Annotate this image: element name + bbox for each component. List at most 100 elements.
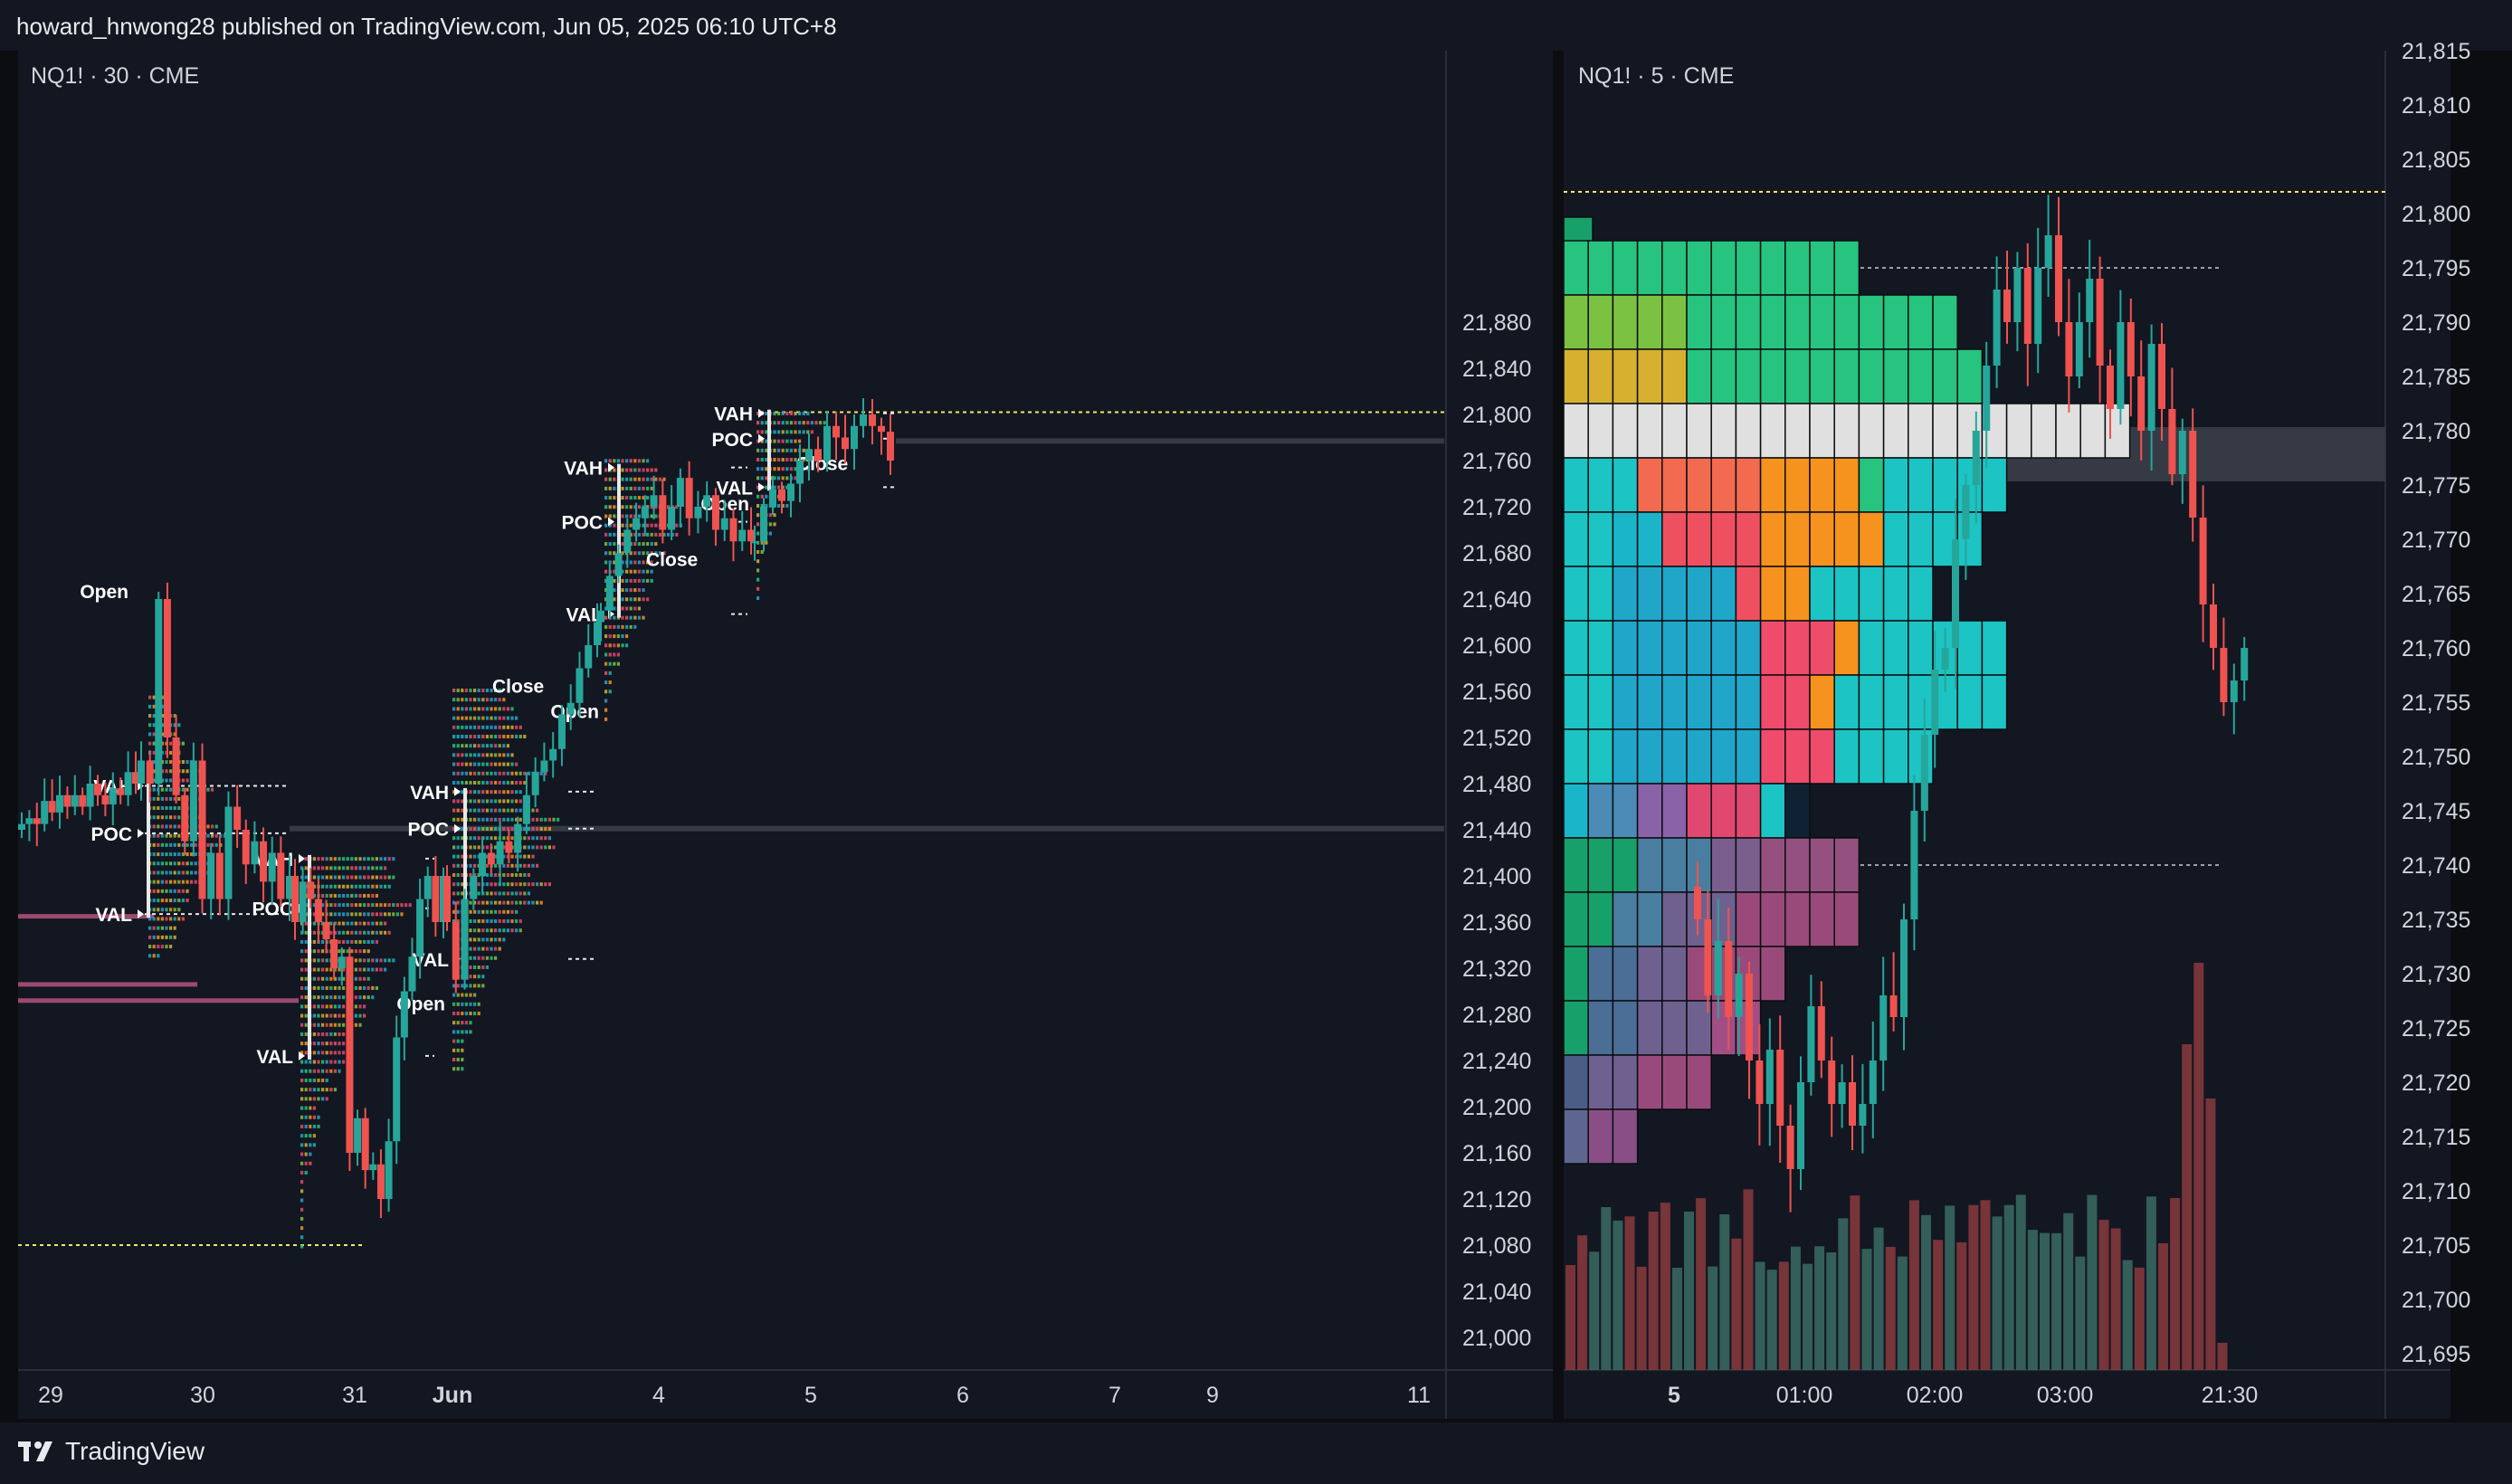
chart1-profile-dot: [354, 875, 357, 880]
chart1-profile-dot: [333, 921, 337, 926]
chart1-profile-dot: [756, 596, 760, 600]
chart1-profile-dot: [452, 993, 456, 997]
chart1-profile-dot: [354, 930, 357, 935]
chart1-profile-jun3: [452, 689, 560, 1071]
chart1-profile-dot: [395, 903, 399, 908]
chart1-profile-dot: [494, 891, 498, 896]
chart2-profile-cell: [1612, 1054, 1639, 1110]
chart1-profile-dot: [481, 808, 485, 813]
chart1-profile-dot: [312, 1069, 316, 1073]
chart2-profile-cell: [1587, 1000, 1614, 1056]
published-caption: howard_hnwong28 published on TradingView…: [16, 13, 837, 40]
chart1-profile-dot: [384, 866, 387, 870]
chart1-y-tick: 21,280: [1462, 1003, 1531, 1028]
chart1-profile-dot: [160, 704, 164, 709]
chart1-profile-dot: [477, 744, 481, 748]
chart2-candle-body: [1817, 1006, 1825, 1061]
chart1-profile-dot: [304, 1170, 308, 1175]
chart1-profile-dot: [519, 725, 522, 729]
chart1-profile-dot: [781, 430, 785, 434]
chart1-profile-dot: [477, 900, 481, 905]
chart1-profile-dot: [304, 1134, 308, 1138]
chart1-profile-dot: [169, 741, 173, 746]
chart1-profile-dot: [469, 716, 472, 720]
chart2-profile-cell: [1612, 403, 1639, 459]
chart1-profile-dot: [173, 889, 176, 893]
chart2-volume-bar: [1908, 1200, 1919, 1370]
chart1-profile-dot: [604, 597, 608, 602]
chart1-profile-dot: [300, 1134, 304, 1138]
chart1-profile-dot: [312, 893, 316, 898]
chart1-profile-dot: [547, 845, 551, 850]
chart2-candle-body: [1889, 995, 1898, 1017]
chart1-profile-dot: [152, 899, 156, 903]
chart1-profile-dot: [371, 967, 375, 972]
chart1-profile-dot: [338, 1023, 341, 1027]
chart2-profile-cell: [1981, 674, 2008, 730]
chart1-profile-dot: [773, 467, 776, 471]
chart1-profile-dot: [461, 689, 464, 692]
chart1-profile-dot: [456, 1002, 460, 1006]
chart1-profile-dot: [354, 958, 357, 963]
chart1-profile-dot: [785, 439, 789, 443]
chart1-profile-dot: [186, 760, 189, 765]
chart1-candle-body: [668, 507, 676, 530]
chart1-profile-dot: [494, 919, 498, 923]
chart1-profile-dot: [342, 967, 346, 972]
chart1-profile-dot: [768, 522, 772, 527]
chart1-profile-dot: [366, 930, 370, 935]
chart1-profile-dot: [473, 937, 477, 942]
chart1-candle-body: [268, 852, 276, 882]
chart1-profile-dot: [300, 921, 304, 926]
chart1-profile-dot: [342, 912, 346, 917]
chart2-profile-cell: [1784, 294, 1811, 350]
chart2-y-tick: 21,800: [2402, 202, 2470, 227]
chart1-profile-dot: [485, 863, 489, 868]
chart2-candle-body: [2168, 409, 2176, 474]
chart2-profile-cell: [1833, 566, 1860, 622]
chart1-profile-dot: [608, 532, 612, 537]
chart1-candle-body: [181, 794, 189, 842]
chart1-profile-dot: [304, 976, 308, 981]
chart1-profile-dot: [452, 891, 456, 896]
chart2-volume-bar: [2003, 1204, 2014, 1370]
chart1-profile-dot: [789, 412, 793, 415]
chart1-profile-dot: [621, 542, 624, 547]
chart1-profile-dot: [481, 984, 485, 988]
chart1-profile-dot: [477, 882, 481, 887]
chart1-profile-dot: [452, 882, 456, 887]
chart1-profile-dot: [338, 939, 341, 944]
chart1-profile-dot: [186, 787, 189, 792]
chart1-profile-dot: [473, 799, 477, 804]
chart2-profile-cell: [1858, 620, 1885, 676]
chart1-profile-dot: [317, 1115, 320, 1119]
chart1-profile-dot: [157, 796, 160, 801]
chart2-volume-bar: [1708, 1266, 1718, 1370]
chart1-candle-body: [531, 772, 539, 795]
chart1-profile-dot: [765, 439, 768, 443]
chart1-val-label: VAL: [717, 478, 754, 499]
chart1-profile-dot: [523, 836, 527, 841]
chart1-profile-dot: [637, 578, 641, 583]
chart1-profile-dot: [325, 884, 328, 889]
chart1-candle-body: [33, 818, 41, 824]
chart1-profile-dot: [452, 836, 456, 841]
tradingview-logo[interactable]: TradingView: [18, 1437, 205, 1466]
chart1-profile-dot: [642, 560, 645, 565]
chart1-profile-dot: [456, 707, 460, 711]
chart1-profile-dot: [494, 716, 498, 720]
chart1-profile-dot: [633, 569, 637, 574]
chart1-profile-dot: [756, 412, 760, 415]
chart1-candle-body: [346, 956, 354, 1153]
chart1-profile-dot: [629, 459, 633, 463]
chart1-profile-dot: [464, 725, 468, 729]
chart1-profile-dot: [152, 889, 156, 893]
chart1-profile-dot: [498, 781, 501, 785]
chart1-profile-dot: [354, 995, 357, 1000]
chart1-profile-dot: [165, 880, 168, 884]
chart1-profile-dot: [160, 778, 164, 783]
chart1-profile-dot: [300, 1023, 304, 1027]
chart2-candle-body: [1920, 735, 1928, 811]
chart1-profile-dot: [338, 1051, 341, 1055]
chart1-profile-dot: [646, 560, 650, 565]
